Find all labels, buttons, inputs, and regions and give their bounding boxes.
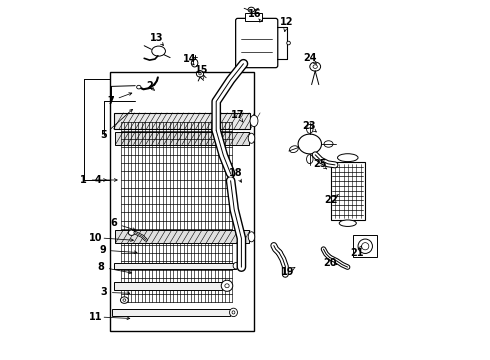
Ellipse shape xyxy=(128,230,135,235)
Text: 4: 4 xyxy=(95,175,101,185)
Bar xyxy=(353,235,377,257)
Ellipse shape xyxy=(137,85,141,89)
Text: 13: 13 xyxy=(150,33,164,43)
Ellipse shape xyxy=(225,284,229,288)
Text: 24: 24 xyxy=(303,53,317,63)
Text: 25: 25 xyxy=(313,159,327,169)
Ellipse shape xyxy=(307,155,313,164)
Bar xyxy=(116,230,248,243)
Ellipse shape xyxy=(192,59,198,67)
Bar xyxy=(112,309,230,316)
Ellipse shape xyxy=(338,154,358,162)
Ellipse shape xyxy=(362,243,369,250)
Bar xyxy=(114,113,250,129)
Text: 12: 12 xyxy=(280,17,293,27)
Ellipse shape xyxy=(221,280,233,291)
FancyBboxPatch shape xyxy=(236,18,278,68)
Ellipse shape xyxy=(298,134,321,154)
Text: 7: 7 xyxy=(108,96,115,106)
Bar xyxy=(114,262,236,269)
Text: 8: 8 xyxy=(98,262,104,272)
Bar xyxy=(245,13,262,21)
Text: 5: 5 xyxy=(100,130,107,140)
Bar xyxy=(116,132,248,145)
Ellipse shape xyxy=(196,71,204,77)
Ellipse shape xyxy=(229,308,238,317)
Text: 20: 20 xyxy=(323,258,336,268)
Ellipse shape xyxy=(248,133,255,143)
Text: 23: 23 xyxy=(302,121,316,131)
Text: 18: 18 xyxy=(229,168,243,178)
Text: 1: 1 xyxy=(80,175,87,185)
Ellipse shape xyxy=(339,220,356,226)
Ellipse shape xyxy=(121,297,128,303)
Ellipse shape xyxy=(123,299,126,301)
Text: 9: 9 xyxy=(99,245,106,255)
Ellipse shape xyxy=(310,62,320,71)
Text: 2: 2 xyxy=(146,81,153,91)
Text: 10: 10 xyxy=(89,233,102,243)
Bar xyxy=(110,72,254,331)
Ellipse shape xyxy=(232,311,235,314)
Ellipse shape xyxy=(324,141,333,147)
Ellipse shape xyxy=(250,115,258,127)
Bar xyxy=(331,162,365,220)
Text: 6: 6 xyxy=(111,218,117,228)
Bar xyxy=(114,282,221,290)
Text: 16: 16 xyxy=(248,9,262,19)
Ellipse shape xyxy=(199,73,201,75)
Ellipse shape xyxy=(358,239,372,253)
Ellipse shape xyxy=(290,146,298,153)
Text: 11: 11 xyxy=(89,312,102,322)
Ellipse shape xyxy=(313,65,318,68)
Ellipse shape xyxy=(152,46,166,56)
Ellipse shape xyxy=(248,7,254,12)
Ellipse shape xyxy=(248,232,255,242)
Text: 17: 17 xyxy=(231,110,245,120)
Text: 19: 19 xyxy=(281,267,294,277)
Ellipse shape xyxy=(287,41,291,45)
Text: 22: 22 xyxy=(325,195,338,205)
Text: 3: 3 xyxy=(100,287,107,297)
Text: 15: 15 xyxy=(195,65,209,75)
Text: 21: 21 xyxy=(350,248,364,258)
Ellipse shape xyxy=(307,125,313,134)
Ellipse shape xyxy=(233,262,239,269)
Text: 14: 14 xyxy=(182,54,196,64)
